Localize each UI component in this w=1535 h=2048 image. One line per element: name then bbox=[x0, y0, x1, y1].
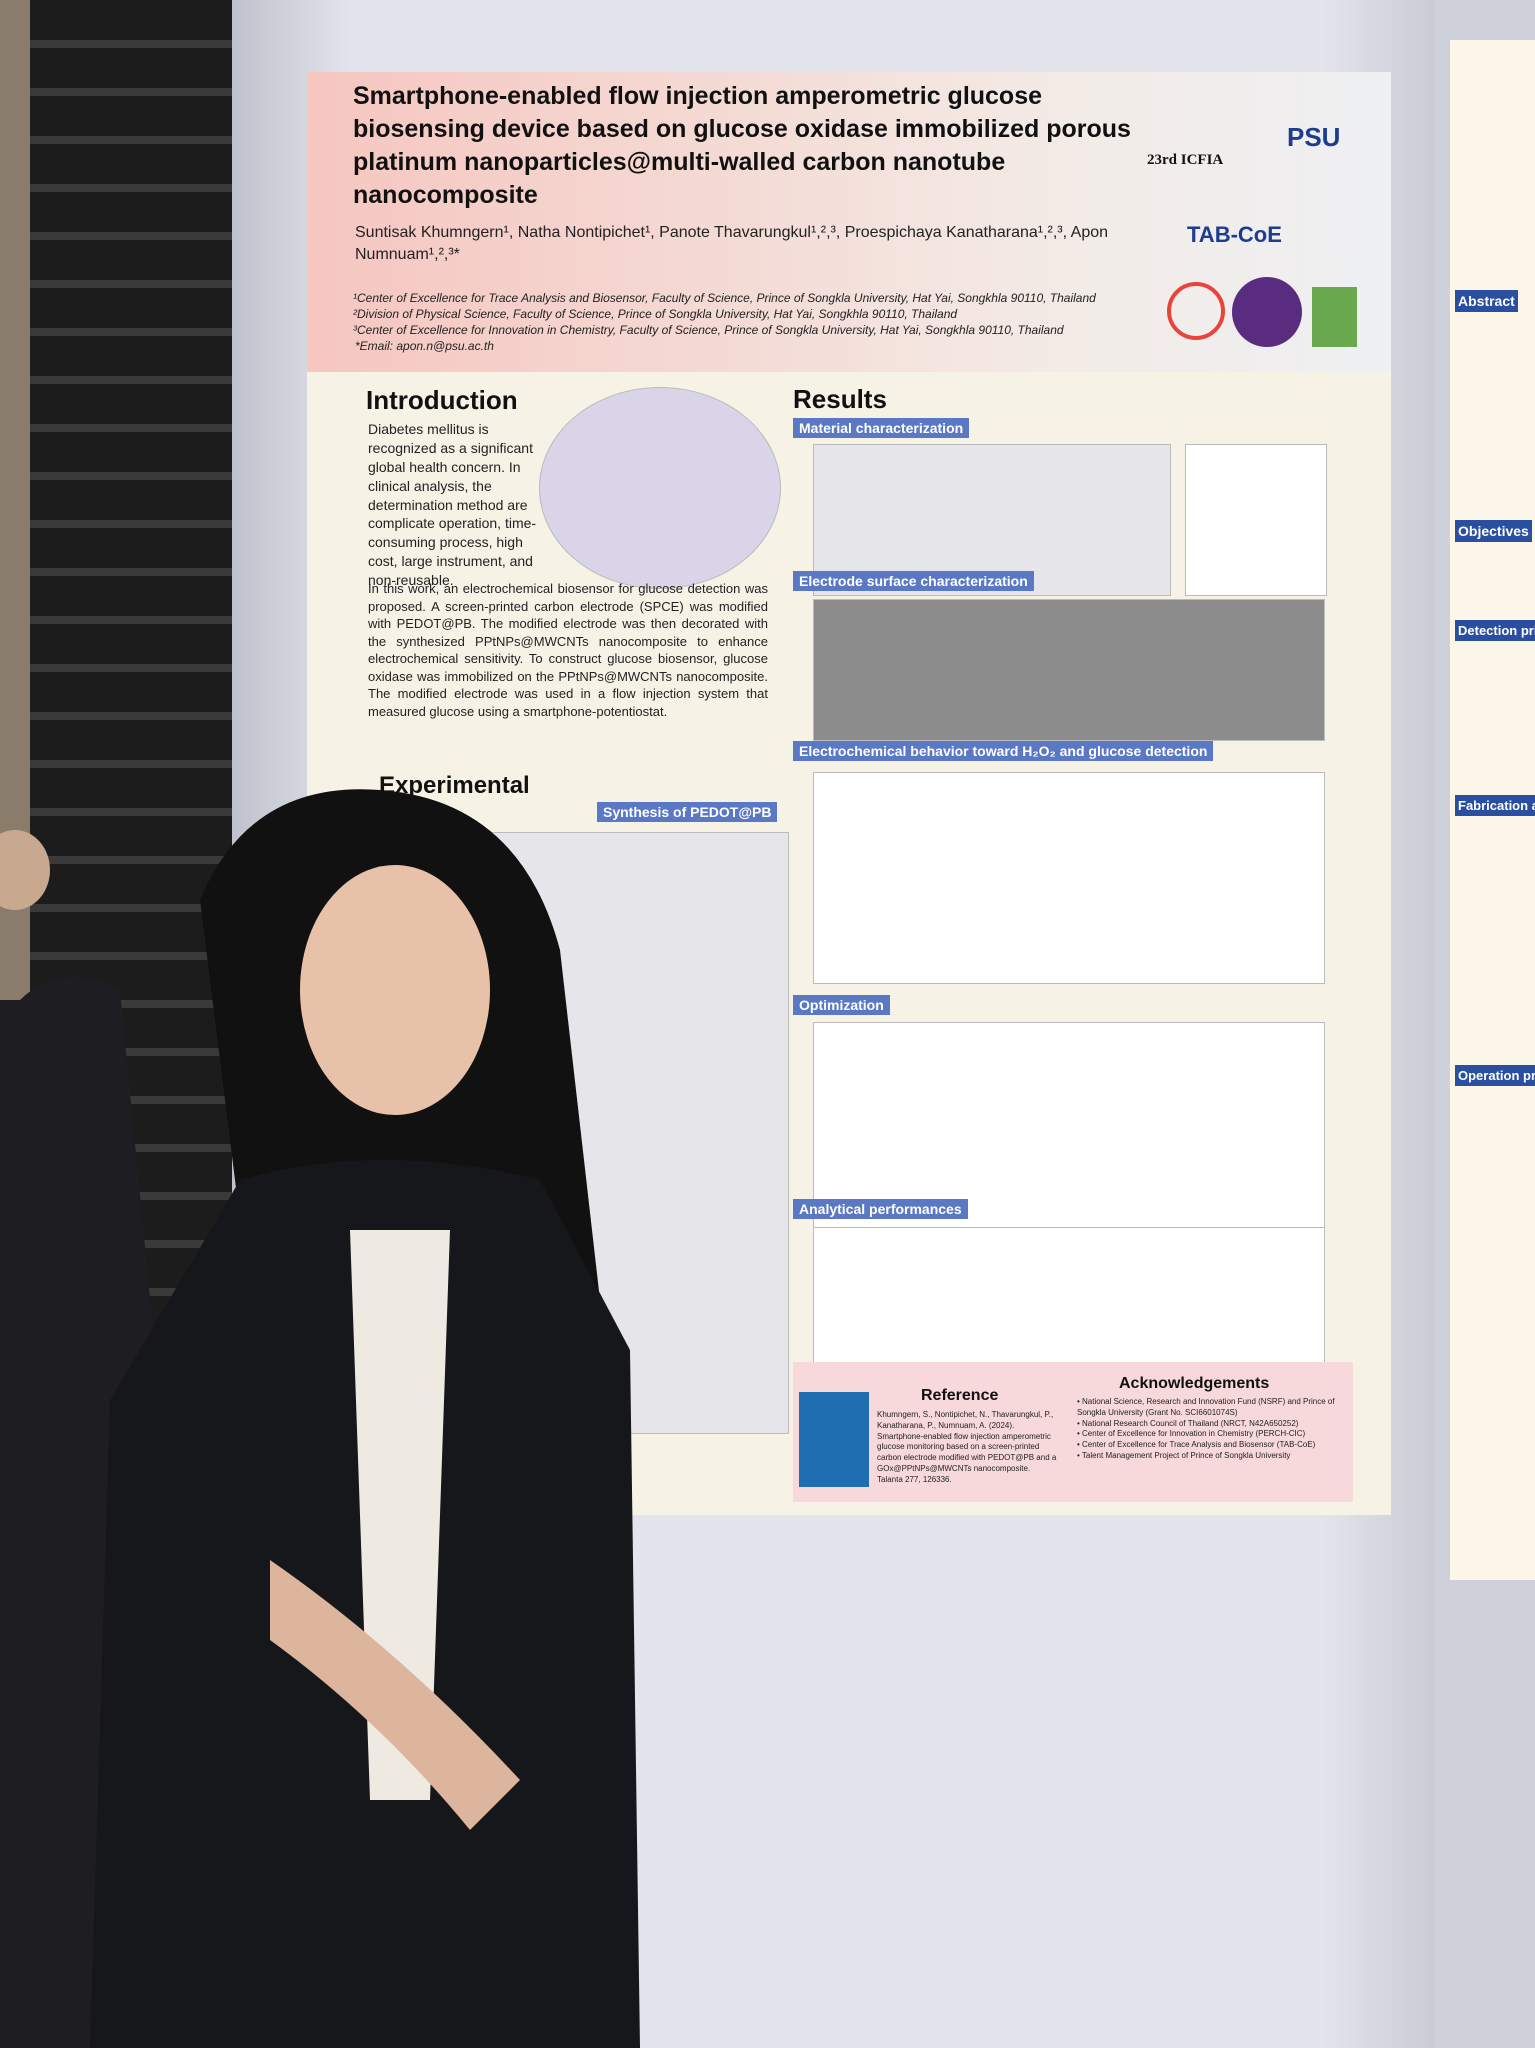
intro-figure bbox=[539, 387, 781, 589]
section-heading: Reference bbox=[921, 1387, 999, 1404]
figure bbox=[813, 444, 1171, 596]
figure bbox=[813, 772, 1325, 984]
section-heading: Introduction bbox=[366, 385, 518, 415]
ack-list: • National Science, Research and Innovat… bbox=[1077, 1397, 1337, 1462]
ack-item: • Center of Excellence for Trace Analysi… bbox=[1077, 1440, 1316, 1450]
bystander-head bbox=[0, 830, 50, 910]
poster-title: Smartphone-enabled flow injection ampero… bbox=[353, 82, 1131, 209]
logo-mark bbox=[1312, 287, 1357, 347]
ack-item: • National Science, Research and Innovat… bbox=[1077, 1397, 1335, 1417]
sub-heading: Optimization bbox=[793, 995, 890, 1015]
figure bbox=[813, 599, 1325, 741]
side-heading: Objectives bbox=[1455, 520, 1532, 542]
side-poster: Abstract Objectives Detection principle … bbox=[1450, 40, 1535, 1580]
intro-text: Diabetes mellitus is recognized as a sig… bbox=[368, 421, 537, 589]
figure bbox=[1185, 444, 1327, 596]
logo: TAB-CoE bbox=[1187, 222, 1282, 247]
logo: 23rd ICFIA bbox=[1147, 152, 1224, 168]
ack-item: • Center of Excellence for Innovation in… bbox=[1077, 1429, 1306, 1439]
sub-heading: Electrode surface characterization bbox=[793, 571, 1034, 591]
logo-mark bbox=[1232, 277, 1302, 347]
side-heading: Detection principle bbox=[1455, 620, 1535, 641]
section-heading: Acknowledgements bbox=[1119, 1375, 1270, 1392]
sub-heading: Synthesis of PEDOT@PB bbox=[597, 802, 778, 822]
sub-heading: Material characterization bbox=[793, 418, 970, 438]
face bbox=[300, 865, 490, 1115]
authors: Suntisak Khumngern¹, Natha Nontipichet¹,… bbox=[355, 224, 1109, 263]
side-heading: Operation procedure bbox=[1455, 1065, 1535, 1086]
side-heading: Abstract bbox=[1455, 290, 1518, 312]
sub-heading: Electrochemical behavior toward H₂O₂ and… bbox=[793, 741, 1214, 761]
ack-item: • Talent Management Project of Prince of… bbox=[1077, 1450, 1291, 1460]
affiliation: ²Division of Physical Science, Faculty o… bbox=[353, 307, 958, 321]
intro-text: In this work, an electrochemical biosens… bbox=[368, 581, 768, 719]
email: *Email: apon.n@psu.ac.th bbox=[355, 339, 494, 353]
reference-text: Khumngern, S., Nontipichet, N., Thavarun… bbox=[877, 1410, 1057, 1484]
journal-cover bbox=[799, 1392, 869, 1487]
logo: PSU bbox=[1287, 122, 1341, 152]
ack-item: • National Research Council of Thailand … bbox=[1077, 1418, 1299, 1428]
affiliation: ¹Center of Excellence for Trace Analysis… bbox=[353, 291, 1096, 305]
affiliation: ³Center of Excellence for Innovation in … bbox=[353, 323, 1064, 337]
section-heading: Results bbox=[793, 384, 887, 414]
side-heading: Fabrication and bbox=[1455, 795, 1535, 816]
hands bbox=[270, 1560, 520, 1830]
logo-mark bbox=[1167, 282, 1225, 340]
sub-heading: Analytical performances bbox=[793, 1199, 968, 1219]
footer-panel bbox=[793, 1362, 1353, 1502]
